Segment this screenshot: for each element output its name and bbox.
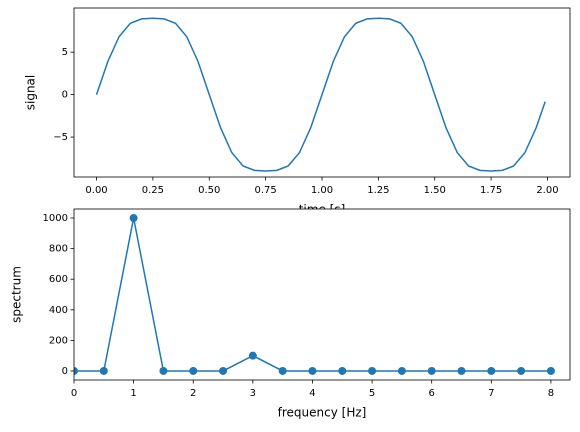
data-point bbox=[159, 366, 168, 375]
plot-area bbox=[74, 214, 555, 375]
y-tick-label: 1000 bbox=[43, 213, 68, 224]
data-point bbox=[338, 366, 347, 375]
y-tick-label: 200 bbox=[49, 335, 68, 346]
data-point bbox=[457, 366, 466, 375]
data-point bbox=[278, 366, 287, 375]
data-point bbox=[517, 366, 526, 375]
y-tick-label: 0 bbox=[62, 90, 68, 101]
x-tick-label: 4 bbox=[309, 388, 315, 399]
data-point bbox=[248, 351, 257, 360]
x-tick-label: 8 bbox=[548, 388, 554, 399]
x-tick-label: 1.50 bbox=[424, 185, 446, 196]
plot-area bbox=[95, 17, 546, 172]
x-tick-label: 0.50 bbox=[198, 185, 220, 196]
x-tick-label: 0 bbox=[71, 388, 77, 399]
axes-background bbox=[74, 209, 570, 380]
data-point bbox=[74, 366, 78, 375]
axes-frame bbox=[73, 208, 571, 381]
x-axis-label: frequency [Hz] bbox=[278, 406, 367, 420]
y-axis-label: spectrum bbox=[10, 266, 24, 323]
y-tick-label: −5 bbox=[53, 132, 68, 143]
y-tick-label: 600 bbox=[49, 274, 68, 285]
y-tick-label: 400 bbox=[49, 305, 68, 316]
data-point bbox=[189, 366, 198, 375]
x-tick-label: 1.00 bbox=[311, 185, 333, 196]
x-tick-label: 2 bbox=[190, 388, 196, 399]
x-tick-label: 0.75 bbox=[255, 185, 277, 196]
data-point bbox=[99, 366, 108, 375]
y-tick-label: 5 bbox=[62, 47, 68, 58]
data-point bbox=[427, 366, 436, 375]
y-axis-label: signal bbox=[24, 75, 38, 111]
y-tick-label: 800 bbox=[49, 244, 68, 255]
data-point bbox=[368, 366, 377, 375]
data-point bbox=[219, 366, 228, 375]
data-point bbox=[308, 366, 317, 375]
x-tick-label: 6 bbox=[429, 388, 435, 399]
x-tick-label: 3 bbox=[250, 388, 256, 399]
x-tick-label: 1.75 bbox=[480, 185, 502, 196]
x-tick-label: 0.00 bbox=[85, 185, 107, 196]
y-tick-label: 0 bbox=[62, 366, 68, 377]
data-point bbox=[129, 214, 138, 223]
x-tick-label: 1.25 bbox=[367, 185, 389, 196]
x-tick-label: 5 bbox=[369, 388, 375, 399]
x-tick-label: 1 bbox=[130, 388, 136, 399]
data-point bbox=[546, 366, 555, 375]
x-tick-label: 2.00 bbox=[536, 185, 558, 196]
data-point bbox=[397, 366, 406, 375]
x-tick-label: 7 bbox=[488, 388, 494, 399]
data-line bbox=[95, 17, 546, 172]
data-point bbox=[487, 366, 496, 375]
x-tick-label: 0.25 bbox=[142, 185, 164, 196]
